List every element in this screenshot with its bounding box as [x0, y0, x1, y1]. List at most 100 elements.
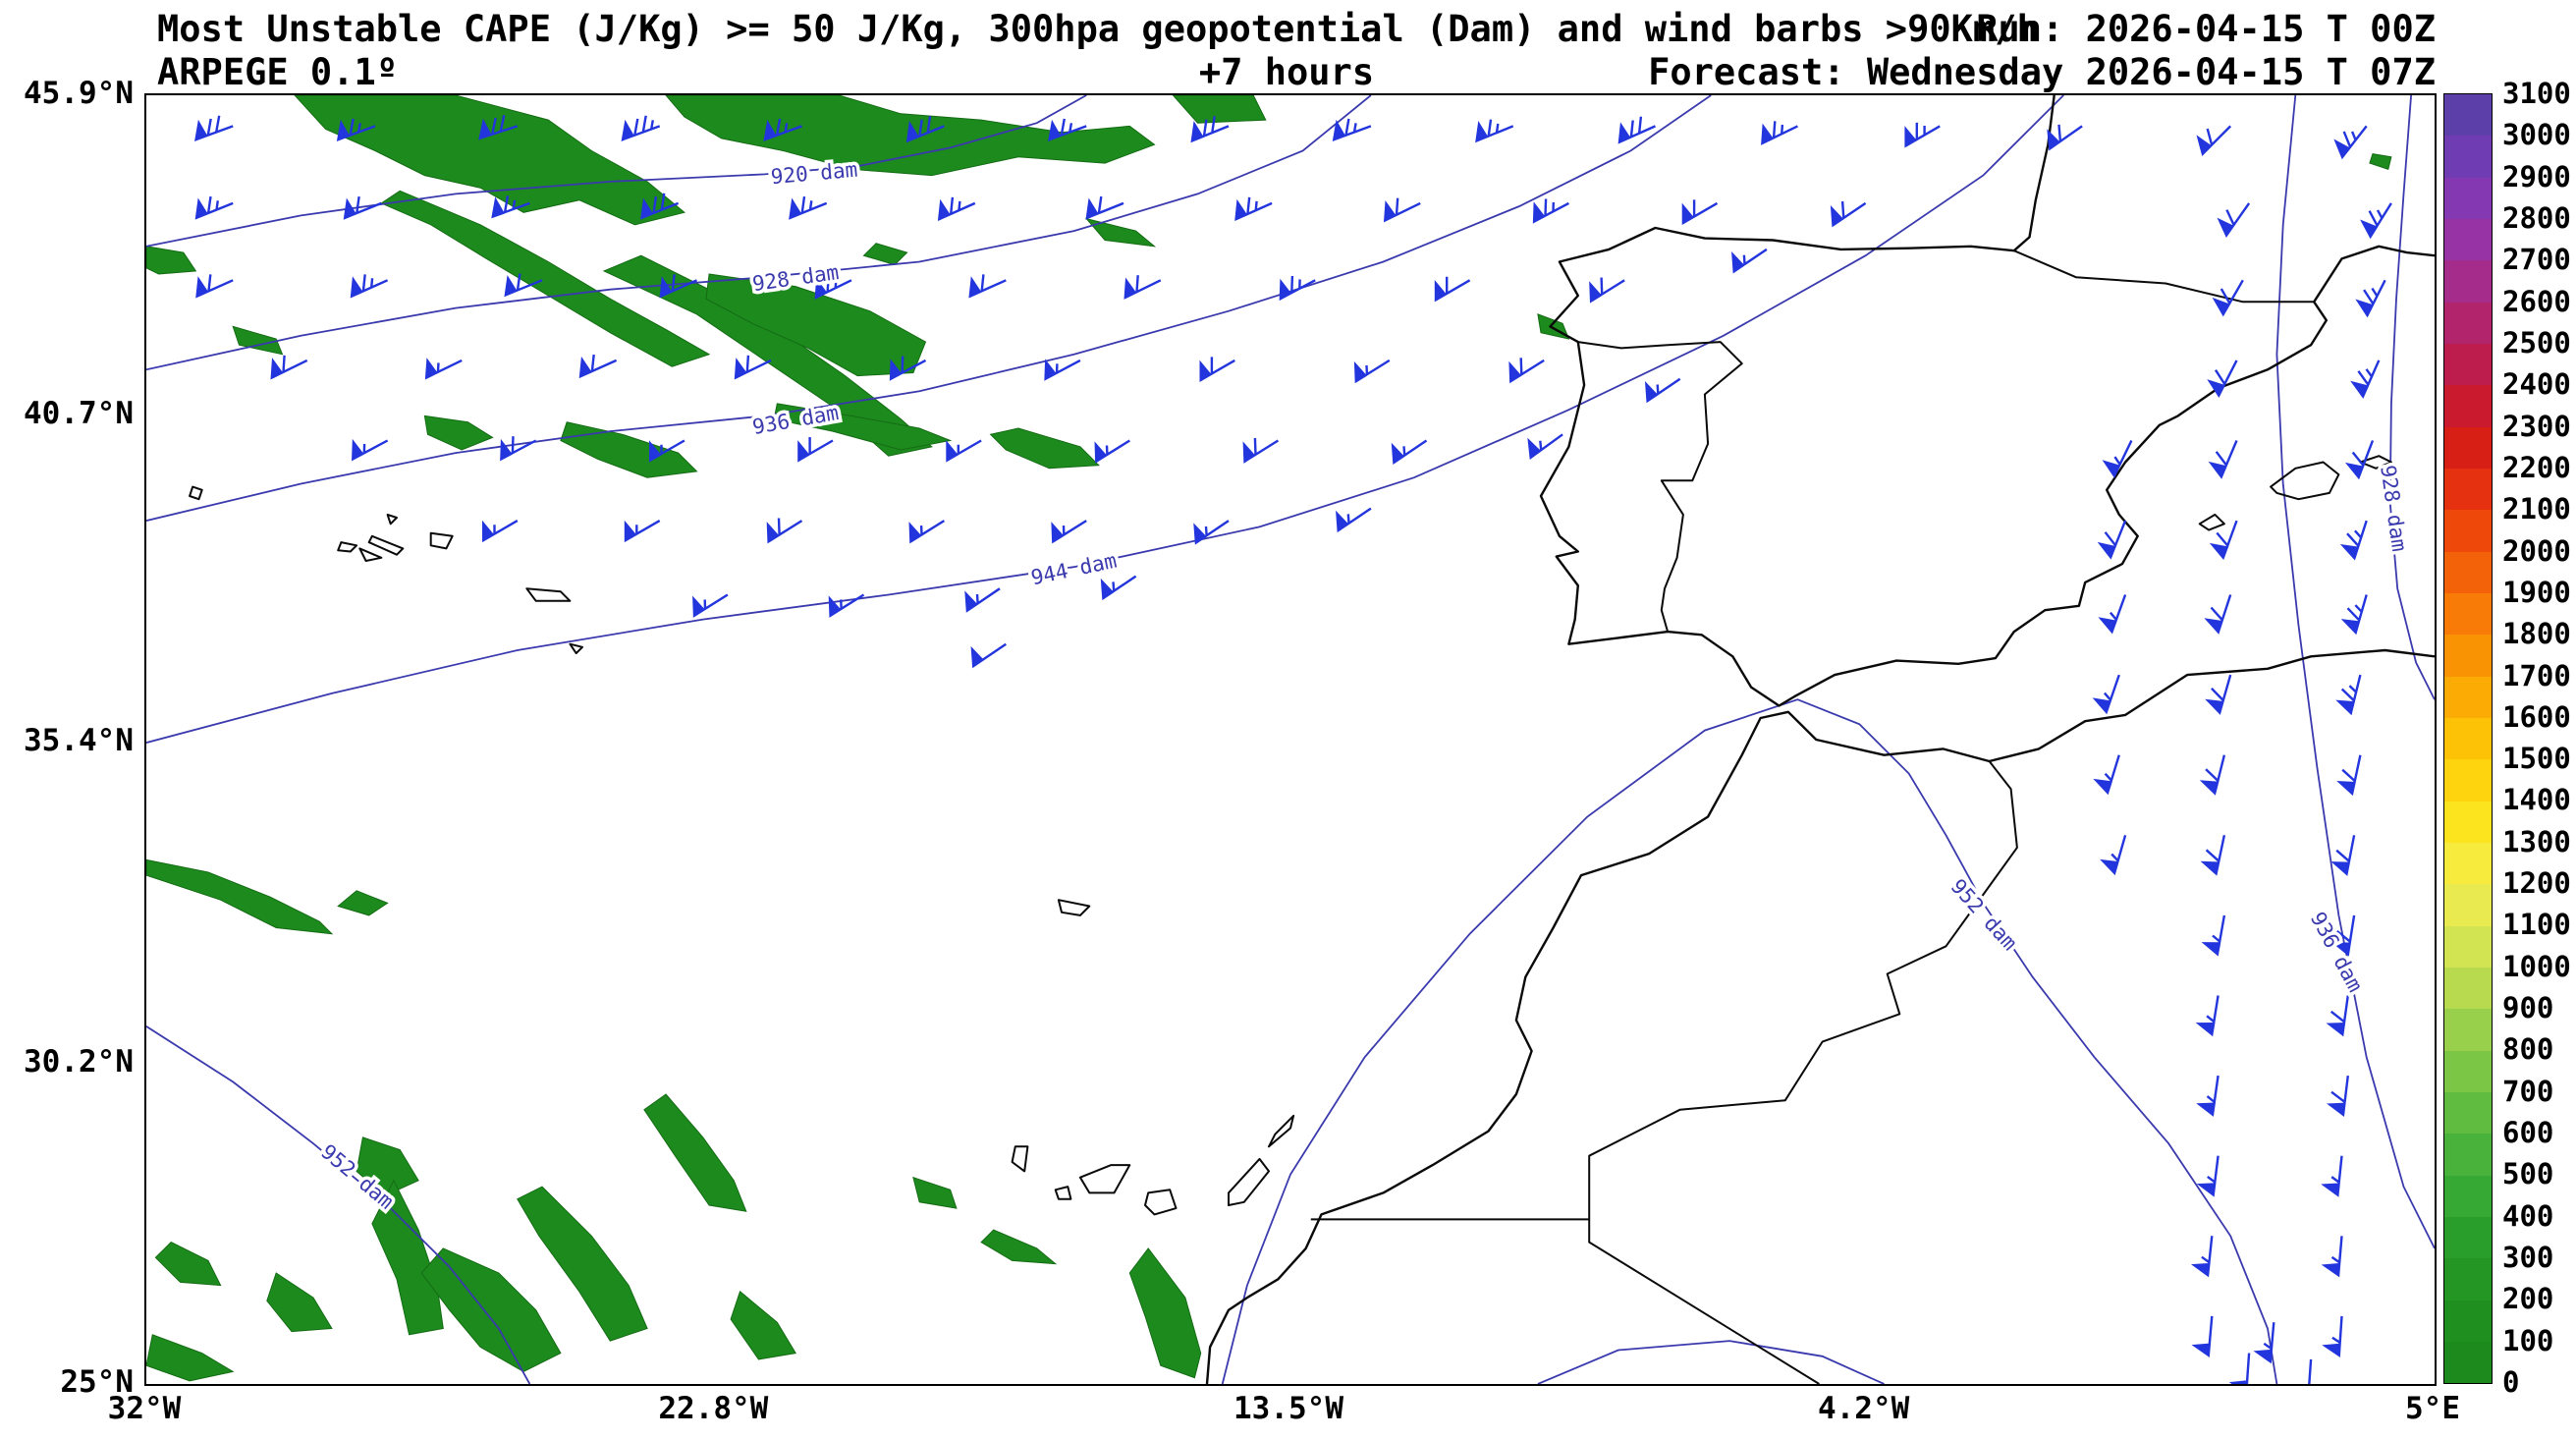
- colorbar-segment: [2444, 218, 2492, 261]
- colorbar-segment: [2444, 1341, 2492, 1384]
- wind-barb: [1904, 122, 1941, 148]
- wind-barb: [937, 196, 976, 222]
- wind-barb: [814, 275, 852, 300]
- wind-barb: [1193, 520, 1230, 545]
- wind-barb-layer: [194, 115, 2392, 1384]
- morocco-algeria-border: [1310, 760, 2018, 1221]
- wind-barb: [478, 115, 519, 140]
- wind-barb: [2190, 1236, 2214, 1278]
- colorbar-tick-label: 700: [2502, 1074, 2554, 1108]
- colorbar-tick-label: 2600: [2502, 284, 2571, 318]
- cape-region: [989, 427, 1100, 470]
- coastline-layer: [189, 95, 2435, 1384]
- sao-miguel-island: [525, 587, 572, 602]
- cape-region: [2369, 153, 2392, 170]
- wind-barb: [789, 195, 828, 220]
- colorbar-tick-label: 1200: [2502, 866, 2571, 901]
- wind-barb: [2333, 125, 2368, 160]
- wind-barb: [734, 355, 772, 380]
- x-tick-label: 4.2°W: [1817, 1391, 1910, 1426]
- wind-barb: [1094, 439, 1130, 464]
- cape-region: [643, 1093, 747, 1212]
- wind-barb: [2326, 995, 2349, 1037]
- wind-barb: [692, 593, 729, 618]
- wind-barb: [2092, 674, 2120, 715]
- santa-maria-island: [569, 642, 583, 655]
- wind-barb: [1644, 377, 1681, 404]
- wind-barb: [1044, 359, 1081, 381]
- wind-barb: [889, 356, 927, 381]
- wind-barb: [1830, 200, 1867, 228]
- colorbar-segment: [2444, 676, 2492, 718]
- geopotential-contour: [2388, 95, 2435, 700]
- wind-barb: [2253, 1322, 2275, 1364]
- colorbar-segment: [2444, 717, 2492, 760]
- lanzarote-island: [1268, 1114, 1295, 1148]
- gomera-island: [1054, 1186, 1072, 1200]
- cape-region: [146, 1334, 235, 1382]
- contour-label: 936 dam: [2306, 908, 2368, 995]
- colorbar-segment: [2444, 177, 2492, 219]
- cape-region: [423, 415, 494, 451]
- wind-barb: [1336, 507, 1372, 533]
- colorbar-tick-label: 900: [2502, 991, 2554, 1025]
- colorbar-segment: [2444, 343, 2492, 386]
- wind-barb: [2322, 1315, 2343, 1357]
- pico-island: [358, 547, 383, 562]
- cape-region: [1172, 95, 1267, 124]
- iberia-france-coast: [1539, 95, 2435, 707]
- wind-barb: [763, 118, 802, 141]
- flores-island: [189, 485, 203, 501]
- colorbar-segment: [2444, 759, 2492, 802]
- cape-region: [730, 1290, 797, 1360]
- y-tick-label: 45.9°N: [24, 76, 134, 111]
- wind-barb: [482, 520, 519, 543]
- colorbar-segment: [2444, 842, 2492, 885]
- colorbar-tick-label: 2900: [2502, 159, 2571, 194]
- wind-barb: [2209, 520, 2238, 561]
- colorbar-tick-label: 2100: [2502, 492, 2571, 526]
- cape-region: [380, 190, 711, 367]
- wind-barb: [1242, 437, 1280, 464]
- colorbar-tick-label: 800: [2502, 1032, 2554, 1067]
- colorbar-segment: [2444, 967, 2492, 1010]
- wind-barb: [1617, 116, 1656, 144]
- y-tick-label: 35.4°N: [24, 723, 134, 759]
- colorbar-tick-label: 1000: [2502, 949, 2571, 983]
- cape-region: [294, 95, 685, 226]
- cape-region: [773, 403, 953, 451]
- cape-region: [862, 243, 908, 266]
- colorbar-tick-label: 500: [2502, 1157, 2554, 1191]
- cape-region: [266, 1272, 333, 1333]
- colorbar-tick-label: 0: [2502, 1365, 2520, 1399]
- wind-barb: [1731, 248, 1768, 274]
- colorbar-tick-label: 2200: [2502, 450, 2571, 484]
- africa-coast: [1205, 648, 2435, 1384]
- cape-region: [980, 1229, 1058, 1265]
- wind-barb: [2360, 202, 2392, 240]
- chart-title: Most Unstable CAPE (J/Kg) >= 50 J/Kg, 30…: [157, 8, 2039, 50]
- colorbar-segment: [2444, 1050, 2492, 1092]
- wind-barb: [2205, 674, 2232, 715]
- wind-barb: [1048, 118, 1087, 141]
- wind-barb: [2047, 124, 2083, 151]
- cape-region: [420, 1247, 562, 1372]
- wind-barb: [350, 274, 389, 299]
- wind-barb: [2228, 1353, 2251, 1384]
- fuerteventura-island: [1228, 1157, 1270, 1206]
- cape-region: [1128, 1247, 1202, 1379]
- wind-barb: [491, 195, 530, 219]
- wind-barb: [2335, 674, 2362, 716]
- wind-barb: [2331, 914, 2356, 957]
- la-palma-island: [1011, 1145, 1029, 1173]
- colorbar-segment: [2444, 302, 2492, 344]
- cape-region: [232, 325, 284, 356]
- mallorca-island: [2270, 461, 2340, 501]
- wind-barb: [2355, 279, 2386, 318]
- wind-barb: [1332, 118, 1372, 141]
- madeira-island: [1057, 899, 1091, 916]
- wind-barb: [1391, 439, 1428, 466]
- wind-barb: [1589, 277, 1625, 304]
- colorbar-segment: [2444, 635, 2492, 677]
- colorbar-segment: [2444, 884, 2492, 926]
